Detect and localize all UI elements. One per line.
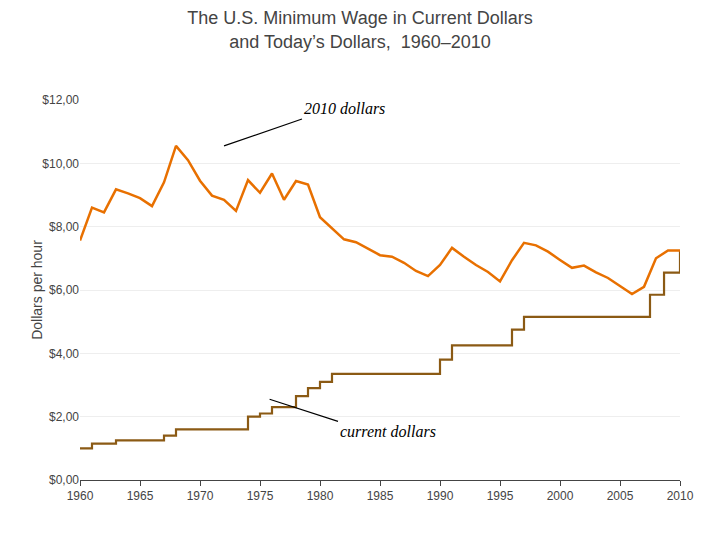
svg-text:2010 dollars: 2010 dollars [304, 100, 385, 117]
svg-text:$12,00: $12,00 [42, 93, 79, 107]
svg-text:$8,00: $8,00 [49, 220, 79, 234]
svg-text:1970: 1970 [187, 489, 214, 503]
svg-text:1975: 1975 [247, 489, 274, 503]
svg-text:$4,00: $4,00 [49, 347, 79, 361]
svg-text:$0,00: $0,00 [49, 473, 79, 487]
svg-text:The U.S. Minimum Wage in Curre: The U.S. Minimum Wage in Current Dollars… [187, 8, 532, 51]
svg-text:1990: 1990 [427, 489, 454, 503]
svg-text:1985: 1985 [367, 489, 394, 503]
svg-text:2010: 2010 [667, 489, 694, 503]
svg-text:$2,00: $2,00 [49, 410, 79, 424]
svg-text:1960: 1960 [67, 489, 94, 503]
svg-text:$6,00: $6,00 [49, 283, 79, 297]
svg-text:1965: 1965 [127, 489, 154, 503]
svg-text:Dollars per hour: Dollars per hour [29, 240, 45, 340]
svg-text:1995: 1995 [487, 489, 514, 503]
svg-text:$10,00: $10,00 [42, 157, 79, 171]
svg-text:2000: 2000 [547, 489, 574, 503]
svg-text:1980: 1980 [307, 489, 334, 503]
svg-text:current dollars: current dollars [340, 423, 436, 440]
svg-text:2005: 2005 [607, 489, 634, 503]
